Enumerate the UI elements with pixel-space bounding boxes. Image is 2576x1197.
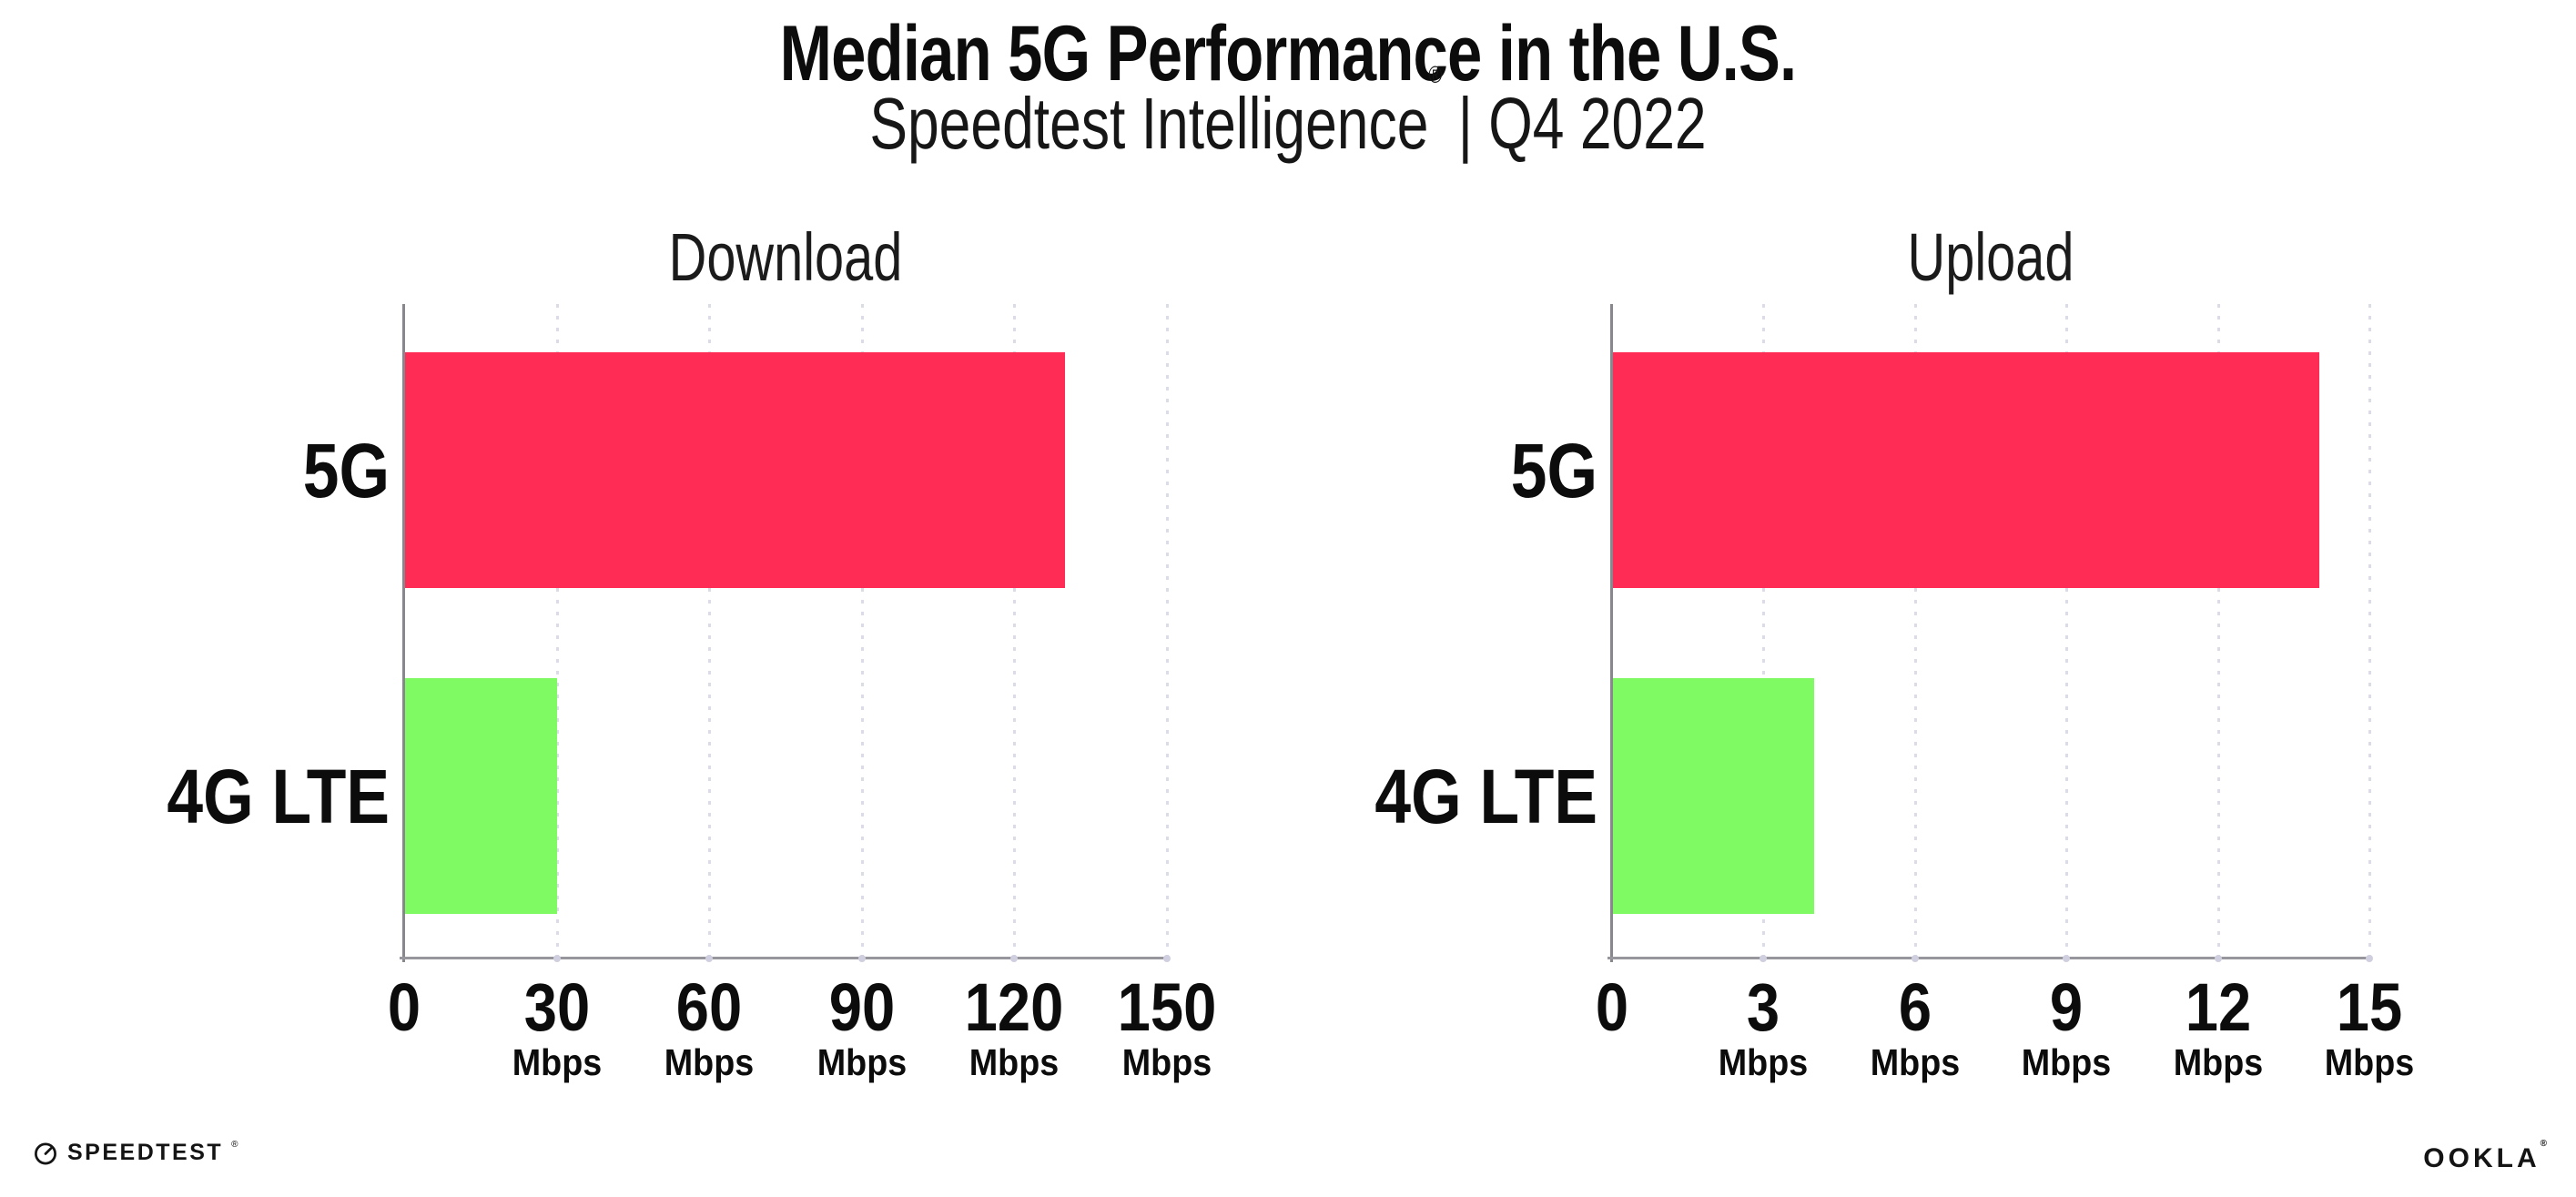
page-subtitle: Speedtest Intelligence® | Q4 2022 — [869, 63, 1706, 160]
tick-label-6-upload: 6 — [1898, 969, 1932, 1045]
tick-label-15-upload: 15 — [2336, 969, 2403, 1045]
tick-label-60-download: 60 — [675, 969, 743, 1045]
axis-tick-dot-3 — [1760, 954, 1768, 962]
tick-unit-label-9-upload: Mbps — [2021, 1041, 2112, 1083]
bar-4g-lte-upload — [1612, 678, 1814, 914]
tick-label-9-upload: 9 — [2050, 969, 2084, 1045]
tick-unit-label-150-download: Mbps — [1121, 1041, 1212, 1083]
gridline-9 — [2065, 304, 2069, 958]
tick-unit-label-90-download: Mbps — [816, 1041, 908, 1083]
axis-tick-dot-6 — [1911, 954, 1919, 962]
ookla-logo: OOKLA® — [2423, 1139, 2547, 1174]
gridline-6 — [1913, 304, 1917, 958]
bar-4g-lte-download — [404, 678, 557, 914]
bar-5g-upload — [1612, 352, 2319, 588]
gridline-120 — [1013, 304, 1017, 958]
bar-5g-download — [404, 352, 1066, 588]
category-label-4g-lte-upload: 4G LTE — [1374, 753, 1597, 839]
y-axis-line — [402, 304, 405, 962]
ookla-wordmark: OOKLA — [2423, 1143, 2541, 1173]
speedtest-gauge-icon — [35, 1142, 56, 1164]
tick-unit-label-12-upload: Mbps — [2173, 1041, 2263, 1083]
tick-label-150-download: 150 — [1117, 969, 1217, 1045]
subtitle-period: | Q4 2022 — [1442, 83, 1707, 164]
chart-title-download: Download — [668, 219, 903, 295]
axis-tick-dot-15 — [2366, 954, 2373, 962]
tick-unit-label-15-upload: Mbps — [2324, 1041, 2415, 1083]
category-label-4g-lte-download: 4G LTE — [167, 753, 390, 839]
axis-tick-dot-60 — [705, 954, 714, 962]
registered-trademark-icon: ® — [1428, 61, 1443, 89]
gridline-150 — [1166, 304, 1169, 958]
speedtest-registered-mark: ® — [231, 1140, 238, 1150]
speedtest-logo: SPEEDTEST ® — [33, 1140, 239, 1166]
tick-label-12-upload: 12 — [2185, 969, 2251, 1045]
tick-label-0-upload: 0 — [1595, 969, 1629, 1045]
download-plot-area — [400, 304, 1171, 963]
axis-tick-dot-90 — [857, 954, 866, 962]
tick-label-30-download: 30 — [523, 969, 590, 1045]
gridline-30 — [555, 304, 559, 958]
axis-tick-dot-12 — [2214, 954, 2222, 962]
tick-label-120-download: 120 — [965, 969, 1064, 1045]
tick-label-3-upload: 3 — [1747, 969, 1780, 1045]
speedtest-wordmark: SPEEDTEST — [67, 1140, 224, 1165]
upload-plot-area — [1607, 304, 2373, 963]
tick-unit-label-6-upload: Mbps — [1870, 1041, 1961, 1083]
axis-tick-dot-30 — [553, 954, 561, 962]
gridline-60 — [708, 304, 712, 958]
axis-tick-dot-120 — [1010, 954, 1019, 962]
tick-unit-label-3-upload: Mbps — [1719, 1041, 1809, 1083]
axis-tick-dot-9 — [2063, 954, 2071, 962]
gridline-90 — [860, 304, 864, 958]
gridline-15 — [2368, 304, 2371, 958]
tick-unit-label-120-download: Mbps — [969, 1041, 1060, 1083]
axis-tick-dot-150 — [1163, 954, 1171, 962]
x-axis-line — [400, 957, 1170, 959]
tick-label-90-download: 90 — [828, 969, 896, 1045]
tick-label-0-download: 0 — [387, 969, 421, 1045]
x-axis-line — [1607, 957, 2372, 959]
y-axis-line — [1610, 304, 1613, 962]
chart-title-upload: Upload — [1907, 219, 2074, 295]
ookla-registered-mark: ® — [2540, 1139, 2547, 1149]
tick-unit-label-60-download: Mbps — [664, 1041, 755, 1083]
category-label-5g-upload: 5G — [1510, 427, 1597, 513]
gridline-12 — [2216, 304, 2220, 958]
subtitle-brand: Speedtest Intelligence — [869, 83, 1429, 164]
tick-unit-label-30-download: Mbps — [512, 1041, 602, 1083]
gridline-3 — [1762, 304, 1766, 958]
category-label-5g-download: 5G — [302, 427, 390, 513]
page-title: Median 5G Performance in the U.S. — [779, 10, 1798, 97]
